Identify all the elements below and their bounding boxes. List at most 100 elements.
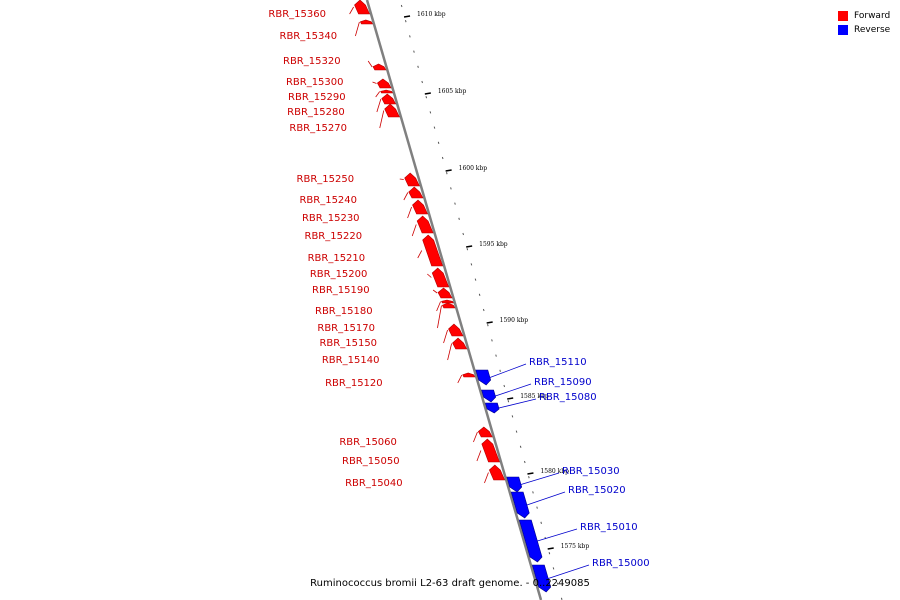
forward-gene-arrow[interactable] (481, 438, 500, 463)
forward-gene-arrow[interactable] (441, 302, 456, 309)
forward-gene[interactable]: RBR_15270 (289, 103, 400, 134)
reverse-gene-arrow[interactable] (475, 369, 492, 386)
scale-dash (433, 126, 436, 129)
forward-gene[interactable]: RBR_15300 (286, 77, 392, 89)
forward-gene-leader (367, 60, 373, 68)
reverse-gene[interactable]: RBR_15080 (484, 392, 597, 414)
reverse-gene-leader (498, 398, 537, 409)
genome-caption: Ruminococcus bromii L2-63 draft genome. … (310, 578, 590, 589)
forward-gene-label: RBR_15240 (299, 195, 357, 206)
forward-gene[interactable]: RBR_15120 (325, 372, 476, 389)
scale-dash (532, 491, 534, 494)
forward-gene-arrow[interactable] (441, 299, 454, 304)
reverse-gene-leader (526, 491, 566, 506)
reverse-gene[interactable]: RBR_15030 (506, 466, 620, 493)
forward-gene[interactable]: RBR_15360 (268, 0, 371, 20)
forward-gene[interactable]: RBR_15140 (322, 337, 468, 366)
forward-gene-leader (399, 178, 404, 180)
forward-gene[interactable]: RBR_15230 (302, 199, 429, 224)
forward-gene-arrow[interactable] (431, 267, 450, 288)
forward-gene-label: RBR_15050 (342, 456, 400, 467)
reverse-gene-label: RBR_15090 (534, 377, 592, 388)
forward-gene[interactable]: RBR_15150 (319, 323, 464, 349)
reverse-genes: RBR_15110 RBR_15090 RBR_15080 RBR_15030 RBR_… (475, 357, 650, 593)
forward-gene-arrow[interactable] (416, 215, 434, 234)
forward-gene[interactable]: RBR_15340 (280, 19, 373, 42)
forward-gene-arrow[interactable] (408, 186, 424, 199)
scale-dash (515, 430, 518, 433)
forward-gene-arrow[interactable] (448, 323, 464, 337)
forward-gene-leader (355, 21, 360, 37)
reverse-gene-arrow[interactable] (481, 389, 497, 403)
forward-gene[interactable]: RBR_15040 (345, 464, 506, 489)
reverse-gene[interactable]: RBR_15020 (510, 485, 626, 519)
scale-dash (454, 202, 456, 205)
reverse-gene-arrow[interactable] (484, 402, 500, 414)
scale-tick-label: 1600 kbp (459, 165, 488, 172)
forward-gene-arrow[interactable] (422, 234, 444, 267)
scale-dash (523, 460, 526, 464)
scale-dash (511, 415, 514, 418)
forward-gene-label: RBR_15320 (283, 56, 341, 67)
forward-gene-arrow[interactable] (377, 78, 392, 89)
forward-gene-arrow[interactable] (384, 103, 400, 118)
forward-gene[interactable]: RBR_15200 (310, 267, 450, 288)
forward-gene[interactable]: RBR_15240 (299, 186, 424, 206)
forward-gene-leader (372, 81, 377, 84)
forward-gene[interactable]: RBR_15250 (297, 172, 420, 187)
forward-gene-arrow[interactable] (488, 464, 506, 481)
forward-gene[interactable]: RBR_15180 (315, 299, 454, 317)
forward-gene[interactable]: RBR_15280 (287, 93, 397, 118)
forward-gene-arrow[interactable] (359, 19, 373, 25)
forward-gene[interactable]: RBR_15060 (339, 426, 493, 448)
forward-gene-arrow[interactable] (452, 337, 468, 350)
forward-gene-arrow[interactable] (462, 372, 476, 378)
legend-reverse-label: Reverse (854, 25, 891, 35)
forward-gene-arrow[interactable] (354, 0, 371, 15)
forward-gene-leader (484, 472, 489, 484)
scale-tick (466, 245, 473, 248)
scale-tick (424, 92, 431, 95)
forward-gene-label: RBR_15150 (319, 338, 377, 349)
forward-gene[interactable]: RBR_15220 (305, 215, 434, 242)
forward-gene[interactable]: RBR_15050 (342, 438, 500, 467)
reverse-gene-arrow[interactable] (531, 564, 552, 593)
scale-tick (547, 547, 554, 550)
legend-forward-label: Forward (854, 11, 891, 21)
forward-gene[interactable]: RBR_15320 (283, 56, 387, 71)
forward-gene-label: RBR_15040 (345, 478, 403, 489)
forward-gene-arrow[interactable] (372, 63, 387, 71)
reverse-gene[interactable]: RBR_15090 (481, 377, 592, 403)
forward-gene-arrow[interactable] (381, 93, 397, 105)
reverse-gene-arrow[interactable] (518, 519, 543, 563)
forward-gene-arrow[interactable] (477, 426, 493, 438)
scale-dash (474, 278, 477, 281)
scale-dash (400, 4, 403, 8)
scale-dash (450, 187, 452, 190)
scale-dash (441, 156, 444, 160)
scale-dash (487, 324, 489, 327)
forward-gene[interactable]: RBR_15170 (317, 302, 456, 334)
forward-gene[interactable]: RBR_15290 (288, 89, 393, 103)
scale-dash (417, 65, 419, 68)
forward-gene[interactable]: RBR_15190 (312, 285, 453, 299)
forward-gene-leader (443, 329, 448, 344)
forward-gene[interactable]: RBR_15210 (308, 234, 444, 267)
legend-reverse-swatch (838, 25, 848, 35)
scale-dash (507, 400, 510, 403)
reverse-gene[interactable]: RBR_15000 (531, 558, 650, 593)
reverse-gene-arrow[interactable] (510, 491, 530, 519)
forward-gene-arrow[interactable] (412, 199, 429, 215)
forward-gene-leader (447, 343, 453, 361)
reverse-gene-arrow[interactable] (506, 476, 523, 493)
legend-forward-swatch (838, 11, 848, 21)
reverse-gene[interactable]: RBR_15010 (518, 519, 638, 563)
forward-gene-arrow[interactable] (437, 287, 453, 299)
scale-dash (409, 35, 411, 38)
forward-gene-arrow[interactable] (380, 89, 393, 94)
reverse-gene[interactable]: RBR_15110 (475, 357, 587, 386)
forward-gene-arrow[interactable] (404, 172, 420, 187)
forward-gene-label: RBR_15120 (325, 378, 383, 389)
scale-dash (458, 217, 460, 220)
